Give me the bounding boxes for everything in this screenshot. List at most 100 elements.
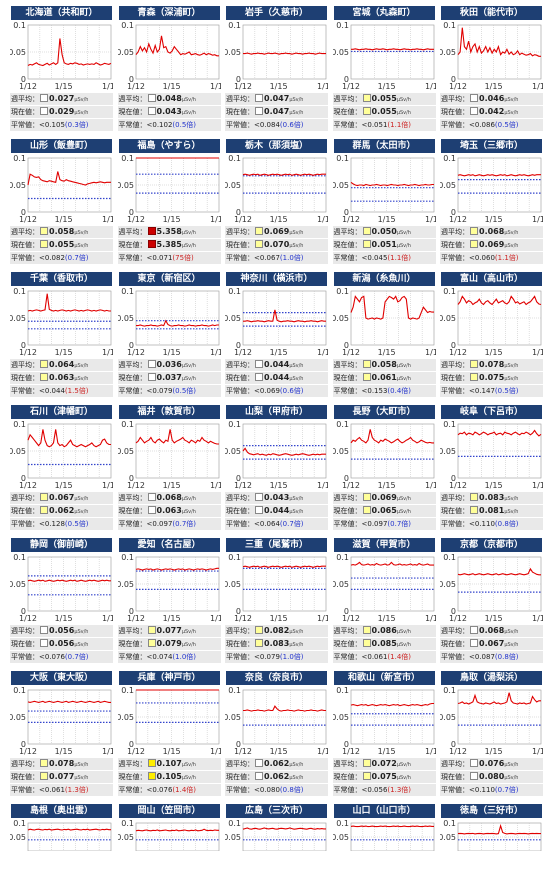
station-title[interactable]: 栃木（那須塩） <box>226 139 327 153</box>
station-title[interactable]: 奈良（奈良市） <box>226 671 327 685</box>
station-panel: 青森（深浦町）0.10.0501/121/151/19週平均：0.048μSv/… <box>116 5 227 135</box>
row-label: 現在値： <box>11 640 39 648</box>
normal-value: 0.105 <box>44 121 65 129</box>
normal-row: 平常値：<0.061(1.3倍) <box>10 784 113 796</box>
x-tick-label: 1/15 <box>377 481 395 490</box>
row-label: 現在値： <box>333 241 362 249</box>
level-indicator <box>470 639 478 647</box>
station-title[interactable]: 福島（やすら） <box>118 139 220 153</box>
station-title[interactable]: 岐阜（下呂市） <box>441 405 542 419</box>
station-title[interactable]: 千葉（香取市） <box>11 272 112 286</box>
level-indicator <box>470 240 478 248</box>
station-title[interactable]: 徳島（三好市） <box>441 804 542 818</box>
x-tick-label: 1/15 <box>162 481 180 490</box>
station-title[interactable]: 新潟（糸魚川） <box>333 272 435 286</box>
station-title[interactable]: 岩手（久慈市） <box>226 6 327 20</box>
level-indicator <box>40 759 48 767</box>
station-title[interactable]: 富山（高山市） <box>441 272 542 286</box>
station-title[interactable]: 三重（尾鷲市） <box>226 538 327 552</box>
station-title[interactable]: 山形（飯豊町） <box>11 139 112 153</box>
station-title[interactable]: 青森（深浦町） <box>118 6 220 20</box>
y-tick-label: 0.1 <box>13 287 26 296</box>
series-line <box>27 579 111 582</box>
station-title[interactable]: 長野（大町市） <box>333 405 435 419</box>
station-title[interactable]: 大阪（東大阪） <box>11 671 112 685</box>
current-row: 現在値： 0.061μSv/h <box>332 372 436 384</box>
ratio-value: (1.0倍) <box>172 653 197 661</box>
station-title[interactable]: 埼玉（三郷市） <box>441 139 542 153</box>
station-title[interactable]: 京都（京都市） <box>441 538 542 552</box>
station-title[interactable]: 山梨（甲府市） <box>226 405 327 419</box>
weekly-row: 週平均： 0.077μSv/h <box>117 625 221 637</box>
station-chart: 0.1 0.05 01/12 1/15 1/19 <box>223 287 335 357</box>
weekly-row: 週平均： 0.056μSv/h <box>10 625 113 637</box>
y-tick-label: 0.1 <box>443 21 456 30</box>
row-label: 平常値：< <box>118 121 153 129</box>
station-title[interactable]: 広島（三次市） <box>226 804 327 818</box>
y-tick-label: 0.1 <box>336 553 349 562</box>
y-tick-label: 0 <box>128 341 133 350</box>
y-tick-label: 0.05 <box>333 447 349 456</box>
current-row: 現在値： 0.105μSv/h <box>117 771 221 783</box>
level-indicator <box>40 493 48 501</box>
unit-label: μSv/h <box>504 97 519 103</box>
y-tick-label: 0 <box>451 740 456 749</box>
reading-value: 0.063 <box>156 506 182 515</box>
level-indicator <box>40 240 48 248</box>
station-title[interactable]: 神奈川（横浜市） <box>226 272 327 286</box>
reading-value: 0.077 <box>156 626 182 635</box>
row-label: 現在値： <box>226 507 254 515</box>
station-title[interactable]: 北海道（共和町） <box>11 6 112 20</box>
station-title[interactable]: 山口（山口市） <box>333 804 435 818</box>
x-tick-label: 1/12 <box>19 747 37 756</box>
station-title[interactable]: 福井（敦賀市） <box>118 405 220 419</box>
ratio-value: (0.5倍) <box>64 520 89 528</box>
station-panel: 千葉（香取市）0.10.0501/121/151/19週平均：0.064μSv/… <box>8 271 120 401</box>
x-tick-label: 1/12 <box>19 215 37 224</box>
row-label: 平常値：< <box>441 520 475 528</box>
unit-label: μSv/h <box>504 363 519 369</box>
series-line <box>243 309 326 323</box>
station-title[interactable]: 兵庫（神戸市） <box>118 671 220 685</box>
unit-label: μSv/h <box>289 376 304 382</box>
weekly-row: 週平均： 0.027μSv/h <box>10 93 113 105</box>
station-title[interactable]: 滋賀（甲賀市） <box>333 538 435 552</box>
unit-label: μSv/h <box>74 243 89 249</box>
x-tick-label: 1/15 <box>485 747 503 756</box>
y-tick-label: 0 <box>21 474 26 483</box>
station-title[interactable]: 鳥取（湯梨浜） <box>441 671 542 685</box>
station-title[interactable]: 東京（新宿区） <box>118 272 220 286</box>
x-tick-label: 1/12 <box>342 614 360 623</box>
reading-value: 0.051 <box>371 240 397 249</box>
station-title[interactable]: 石川（津幡町） <box>11 405 112 419</box>
x-tick-label: 1/15 <box>485 614 503 623</box>
series-line <box>350 825 434 828</box>
normal-row: 平常値：<0.074(1.0倍) <box>117 651 221 663</box>
unit-label: μSv/h <box>74 496 89 502</box>
unit-label: μSv/h <box>396 110 411 116</box>
series-line <box>457 567 541 576</box>
station-title[interactable]: 宮城（丸森町） <box>333 6 435 20</box>
y-tick-label: 0.05 <box>10 580 26 589</box>
ratio-value: (0.8倍) <box>279 786 304 794</box>
station-title[interactable]: 静岡（御前崎） <box>11 538 112 552</box>
row-label: 平常値：< <box>11 653 45 661</box>
series-line <box>457 27 541 57</box>
normal-row: 平常値：<0.067(1.0倍) <box>225 252 328 264</box>
station-title[interactable]: 愛知（名古屋） <box>118 538 220 552</box>
x-tick-label: 1/15 <box>55 614 73 623</box>
series-line <box>27 293 111 312</box>
station-title[interactable]: 岡山（笠岡市） <box>118 804 220 818</box>
station-title[interactable]: 島根（奥出雲） <box>11 804 112 818</box>
station-title[interactable]: 秋田（能代市） <box>441 6 542 20</box>
ratio-value: (1.4倍) <box>172 786 197 794</box>
station-title[interactable]: 群馬（太田市） <box>333 139 435 153</box>
ratio-value: (0.7倍) <box>64 653 89 661</box>
station-panel: 和歌山（新宮市）0.10.0501/121/151/19週平均：0.072μSv… <box>331 670 442 800</box>
level-indicator <box>470 493 478 501</box>
reading-value: 0.043 <box>264 493 290 502</box>
row-label: 平常値：< <box>333 387 368 395</box>
y-tick-label: 0.05 <box>118 833 134 842</box>
y-tick-label: 0.05 <box>440 447 456 456</box>
station-title[interactable]: 和歌山（新宮市） <box>333 671 435 685</box>
